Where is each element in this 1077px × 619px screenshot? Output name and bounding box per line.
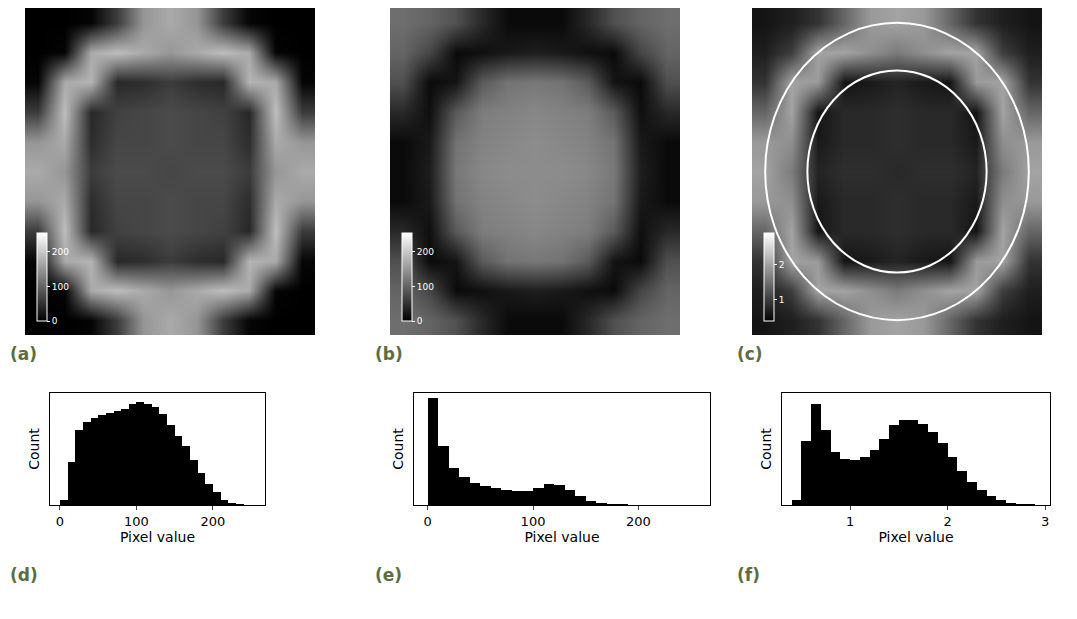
svg-text:100: 100 [521, 514, 546, 529]
svg-text:Pixel value: Pixel value [120, 529, 195, 545]
svg-text:0: 0 [417, 316, 423, 326]
svg-text:Pixel value: Pixel value [524, 529, 599, 545]
svg-text:2: 2 [779, 260, 785, 270]
svg-text:(c): (c) [737, 344, 763, 364]
svg-text:Pixel value: Pixel value [878, 529, 953, 545]
svg-text:(a): (a) [10, 344, 37, 364]
svg-text:(b): (b) [375, 344, 403, 364]
svg-text:1: 1 [779, 295, 785, 305]
svg-text:100: 100 [52, 282, 69, 292]
svg-text:(d): (d) [10, 565, 38, 585]
svg-text:(e): (e) [375, 565, 402, 585]
svg-text:0: 0 [52, 316, 58, 326]
svg-text:0: 0 [56, 514, 64, 529]
svg-text:Count: Count [390, 428, 406, 470]
svg-text:100: 100 [124, 514, 149, 529]
svg-text:(f): (f) [737, 565, 760, 585]
svg-text:200: 200 [626, 514, 651, 529]
svg-text:1: 1 [846, 514, 854, 529]
svg-text:2: 2 [944, 514, 952, 529]
svg-text:100: 100 [417, 282, 434, 292]
svg-text:200: 200 [52, 247, 69, 257]
svg-text:200: 200 [201, 514, 226, 529]
svg-text:200: 200 [417, 247, 434, 257]
svg-text:Count: Count [26, 428, 42, 470]
svg-text:Count: Count [758, 428, 774, 470]
svg-text:0: 0 [424, 514, 432, 529]
svg-text:3: 3 [1041, 514, 1049, 529]
